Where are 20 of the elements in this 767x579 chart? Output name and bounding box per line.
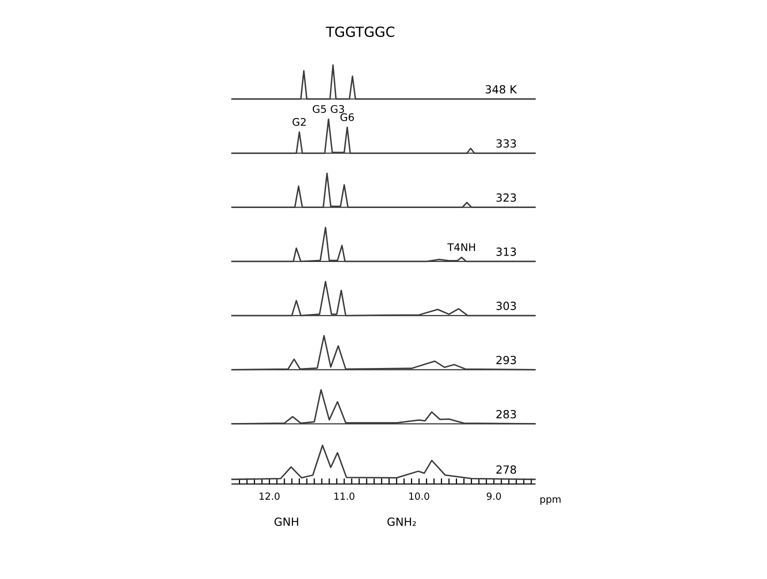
x-tick-label: 10.0 <box>409 492 430 500</box>
text: GNH₂ <box>387 518 416 526</box>
chart-title: TGGTGGC <box>326 26 394 38</box>
annotation: G2 <box>292 118 306 126</box>
annotation: 333 <box>496 139 516 148</box>
x-tick-label: 12.0 <box>260 492 280 500</box>
annotation: 303 <box>496 302 516 310</box>
annotation: T4NH <box>447 243 475 252</box>
annotation: 313 <box>496 248 516 256</box>
annotation: 323 <box>496 193 516 202</box>
annotation: 293 <box>496 356 516 364</box>
annotation: 278 <box>496 465 516 474</box>
annotation: G6 <box>340 113 354 122</box>
x-tick-label: 11.0 <box>334 492 354 500</box>
x-tick-label: 9.0 <box>486 492 501 500</box>
annotation: 283 <box>496 410 516 418</box>
text: GNH <box>274 518 298 526</box>
annotation: G5 G3 <box>312 105 344 113</box>
annotation: 348 K <box>486 85 518 94</box>
x-axis-title: ppm <box>540 497 561 505</box>
